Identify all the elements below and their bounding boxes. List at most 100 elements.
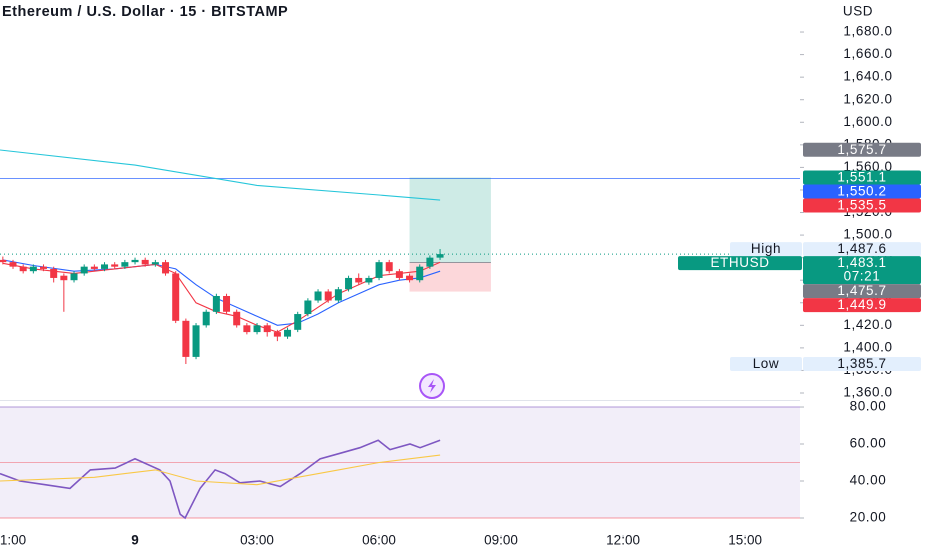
x-tick-label: 1:00 <box>0 533 26 548</box>
candle-body <box>212 295 220 312</box>
y-tick-label: 1,400.0 <box>843 339 892 354</box>
price-label-box <box>803 184 921 199</box>
x-tick-label: 12:00 <box>606 533 640 548</box>
rsi-line <box>0 439 441 520</box>
price-label-box <box>803 170 921 185</box>
x-tick-label: 03:00 <box>240 533 274 548</box>
y-tick-label: 1,360.0 <box>843 385 892 400</box>
candle-body <box>233 311 241 326</box>
price-label-box <box>803 357 921 372</box>
price-label-box <box>803 284 921 299</box>
candle-body <box>385 262 393 272</box>
candle-body <box>324 291 332 301</box>
x-tick-label: 9 <box>131 533 139 548</box>
rsi-band <box>0 407 800 518</box>
y-tick-label: 1,640.0 <box>843 69 892 84</box>
price-label-box <box>803 242 921 257</box>
candle-body <box>416 266 424 281</box>
candle-body <box>314 291 322 301</box>
candle-body <box>253 325 261 333</box>
candle-body <box>19 266 27 272</box>
candle-body <box>111 264 119 267</box>
y-tick-label: 1,500.0 <box>843 227 892 242</box>
candle-body <box>29 266 37 272</box>
candle-body <box>273 332 281 337</box>
x-tick-label: 09:00 <box>484 533 518 548</box>
price-name-box <box>730 242 802 257</box>
chart-title: Ethereum / U.S. Dollar · 15 · BITSTAMP <box>2 4 288 20</box>
candle-body <box>172 273 180 321</box>
price-name: High <box>751 241 781 256</box>
lightning-icon <box>419 373 445 399</box>
rsi-tick-label: 40.00 <box>850 473 887 488</box>
price-name-box <box>730 357 802 372</box>
y-tick-label: 1,600.0 <box>843 114 892 129</box>
price-label: 1,449.9 <box>837 297 886 312</box>
candle-body <box>182 320 190 357</box>
price-label-box <box>803 256 921 285</box>
candle-body <box>294 314 302 330</box>
y-tick-label: 1,560.0 <box>843 159 892 174</box>
candle-body <box>162 262 170 274</box>
y-tick-label: 1,620.0 <box>843 91 892 106</box>
candle-body <box>101 264 109 269</box>
price-label-box <box>803 298 921 313</box>
rsi-line <box>0 454 441 486</box>
rsi-tick-label: 80.00 <box>850 399 887 414</box>
x-tick-label: 15:00 <box>728 533 762 548</box>
candle-body <box>202 311 210 326</box>
candle-body <box>395 271 403 278</box>
price-label: 1,483.1 <box>837 255 886 270</box>
currency: USD <box>843 4 873 19</box>
price-label: 1,385.7 <box>837 356 886 371</box>
position-target <box>409 177 491 263</box>
price-label: 1,487.6 <box>837 241 886 256</box>
candle-body <box>375 262 383 278</box>
price-label: 1,575.7 <box>837 142 886 157</box>
price-label: 1,535.5 <box>837 198 886 213</box>
price-label: 1,550.2 <box>837 184 886 199</box>
candle-body <box>9 262 17 267</box>
candle-body <box>50 268 58 278</box>
candle-body <box>192 325 200 357</box>
candle-body <box>131 259 139 263</box>
candle-body <box>141 259 149 265</box>
candle-body <box>426 257 434 267</box>
price-name: Low <box>753 356 780 371</box>
candle-body <box>263 325 271 333</box>
candle-body <box>334 289 342 301</box>
candle-body <box>80 266 88 274</box>
candle-body <box>151 262 159 265</box>
candle-body <box>406 275 414 281</box>
y-tick-label: 1,420.0 <box>843 317 892 332</box>
rsi-tick-label: 60.00 <box>850 436 887 451</box>
candle-body <box>121 262 129 267</box>
candle-body <box>345 277 353 290</box>
candle-body <box>304 300 312 315</box>
candle-body <box>60 275 68 281</box>
price-name: ETHUSD <box>710 255 769 270</box>
candle-body <box>40 266 48 269</box>
rsi-tick-label: 20.00 <box>850 510 887 525</box>
price-label: 1,551.1 <box>837 170 886 185</box>
price-label-box <box>803 198 921 213</box>
candle-body <box>90 266 98 269</box>
candle-body <box>436 254 444 258</box>
price-name-box <box>678 256 802 271</box>
candle-body <box>243 325 251 333</box>
candle-body <box>365 277 373 283</box>
x-tick-label: 06:00 <box>362 533 396 548</box>
candle-body <box>223 295 231 312</box>
y-tick-label: 1,660.0 <box>843 46 892 61</box>
ma-line <box>0 149 441 201</box>
price-label-box <box>803 142 921 157</box>
y-tick-label: 1,680.0 <box>843 24 892 39</box>
candle-body <box>284 329 292 337</box>
candle-body <box>70 273 78 281</box>
candle-body <box>0 259 7 263</box>
price-countdown: 07:21 <box>844 269 881 284</box>
price-label: 1,475.7 <box>837 283 886 298</box>
